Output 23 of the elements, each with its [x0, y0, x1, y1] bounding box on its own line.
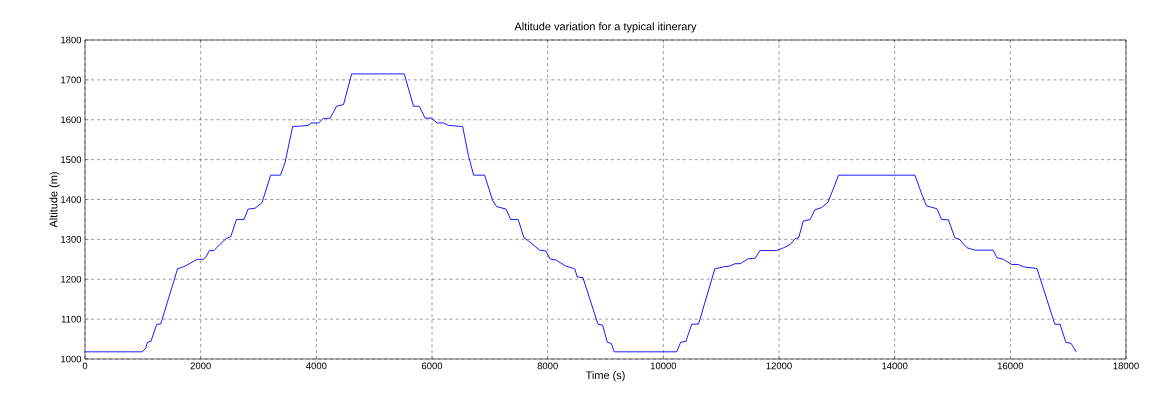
x-tick-label: 16000: [997, 362, 1024, 370]
x-axis-title: Time (s): [585, 371, 625, 382]
y-tick-label: 1300: [61, 236, 82, 243]
x-tick-label: 4000: [306, 362, 327, 370]
x-tick-label: 10000: [650, 362, 677, 370]
y-tick-label: 1800: [61, 36, 82, 44]
y-axis-title: Altitude (m): [49, 172, 60, 228]
y-tick-label: 1400: [61, 196, 82, 203]
x-tick-label: 8000: [537, 362, 558, 370]
y-tick-label: 1000: [61, 355, 82, 363]
chart-title: Altitude variation for a typical itinerary: [514, 22, 697, 33]
y-tick-label: 1100: [61, 315, 82, 323]
y-tick-label: 1600: [61, 116, 82, 124]
y-tick-label: 1500: [61, 156, 82, 163]
x-tick-label: 2000: [190, 362, 211, 370]
y-tick-label: 1700: [61, 76, 82, 84]
line-series: [85, 73, 1077, 353]
x-tick-label: 14000: [882, 362, 908, 370]
y-tick-label: 1200: [61, 275, 82, 283]
x-tick-label: 18000: [1113, 362, 1139, 370]
x-tick-label: 6000: [421, 362, 443, 370]
x-tick-label: 12000: [766, 362, 792, 370]
x-tick-label: 0: [82, 362, 88, 370]
